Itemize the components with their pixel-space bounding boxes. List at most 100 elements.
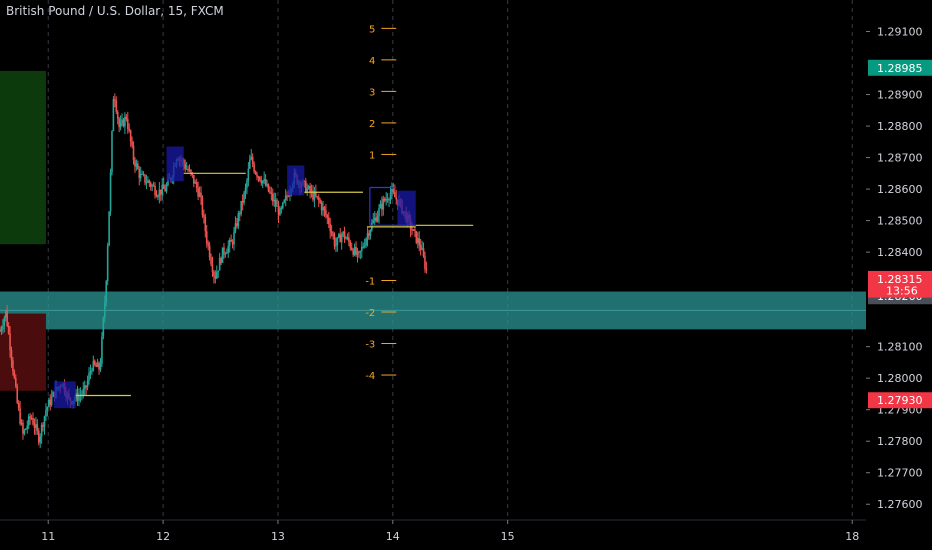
candle-body [250, 156, 253, 160]
candle-body [195, 182, 198, 188]
candle-body [32, 418, 34, 425]
candle-body [379, 203, 382, 209]
candle-body [200, 192, 202, 198]
candle-body [2, 326, 4, 330]
candle-body [194, 182, 197, 184]
candle-body [205, 231, 208, 244]
candle-body [307, 186, 310, 189]
candle-body [98, 362, 100, 370]
candle-body [210, 257, 212, 265]
time-axis-background [0, 520, 932, 550]
candle-body [161, 184, 164, 195]
candle-body [261, 180, 264, 184]
candle-body [0, 329, 3, 332]
candle-body [394, 192, 396, 198]
candle-body [52, 391, 54, 397]
candle-body [208, 245, 211, 258]
candle-body [244, 187, 247, 193]
candle-body [138, 168, 141, 179]
candle-body [154, 186, 156, 196]
candle-body [33, 424, 36, 428]
candle-body [109, 172, 112, 212]
fib-level-label: -1 [365, 276, 375, 287]
session-box [397, 190, 416, 226]
candle-body [369, 230, 372, 236]
time-tick-label: 14 [386, 530, 400, 543]
candle-body [218, 257, 221, 271]
candle-body [198, 192, 201, 197]
candle-body [260, 180, 263, 184]
candle-body [348, 237, 350, 242]
candle-body [358, 251, 360, 253]
candle-body [217, 270, 220, 273]
session-box [287, 165, 305, 196]
candle-body [12, 360, 14, 372]
candle-body [315, 191, 317, 197]
price-tick-label: 1.28600 [877, 183, 923, 196]
candle-body [221, 247, 224, 263]
candle-body [257, 176, 260, 178]
candle-body [135, 163, 138, 167]
candle-body [352, 249, 354, 255]
candle-body [237, 213, 240, 227]
candle-body [326, 215, 329, 218]
candle-body [418, 238, 421, 246]
candle-body [422, 248, 425, 257]
chart-title: British Pound / U.S. Dollar, 15, FXCM [6, 4, 224, 18]
candle-body [119, 122, 122, 128]
candle-body [336, 237, 339, 246]
candle-body [184, 164, 187, 169]
price-tick-label: 1.28500 [877, 215, 923, 228]
candle-body [132, 145, 135, 161]
time-axis[interactable]: 11 12 13 14 15 18 [0, 519, 932, 550]
candle-body [105, 281, 108, 303]
candle-body [376, 216, 379, 222]
candle-body [78, 395, 80, 401]
candle-body [386, 198, 389, 201]
candle-body [49, 399, 52, 406]
candle-body [122, 119, 125, 127]
candle-body [139, 174, 142, 179]
candle-body [48, 399, 50, 408]
candle-body [378, 208, 380, 217]
candle-body [125, 116, 128, 120]
candle-body [424, 256, 426, 269]
candle-body [366, 233, 369, 239]
candle-body [9, 333, 11, 351]
candle-body [144, 174, 146, 183]
candle-body [338, 234, 340, 238]
candle-body [36, 424, 39, 431]
candle-body [224, 253, 227, 255]
candle-body [35, 424, 37, 428]
candle-body [137, 163, 139, 169]
candle-body [391, 189, 393, 193]
candle-body [273, 199, 276, 202]
price-tick-label: 1.27700 [877, 467, 923, 480]
price-label-text: 1.28315 [877, 273, 923, 286]
candle-body [25, 428, 27, 430]
candle-body [412, 229, 415, 231]
candle-body [319, 200, 321, 203]
candle-body [164, 188, 166, 192]
candle-body [271, 193, 274, 202]
candle-body [20, 422, 23, 424]
candle-body [92, 360, 95, 371]
candle-body [207, 243, 209, 246]
candle-body [254, 171, 257, 174]
candle-body [43, 416, 46, 427]
time-tick-label: 12 [156, 530, 170, 543]
candle-body [280, 207, 283, 209]
candle-body [230, 240, 232, 242]
candle-body [263, 179, 265, 181]
candle-body [323, 207, 326, 211]
candle-body [287, 195, 290, 197]
candle-body [111, 131, 113, 173]
candle-body [349, 241, 352, 248]
candle-body [188, 169, 191, 171]
candle-body [317, 196, 320, 201]
candle-body [339, 234, 342, 243]
candle-body [372, 220, 375, 224]
price-tick-label: 1.28000 [877, 372, 923, 385]
candle-body [95, 364, 97, 367]
